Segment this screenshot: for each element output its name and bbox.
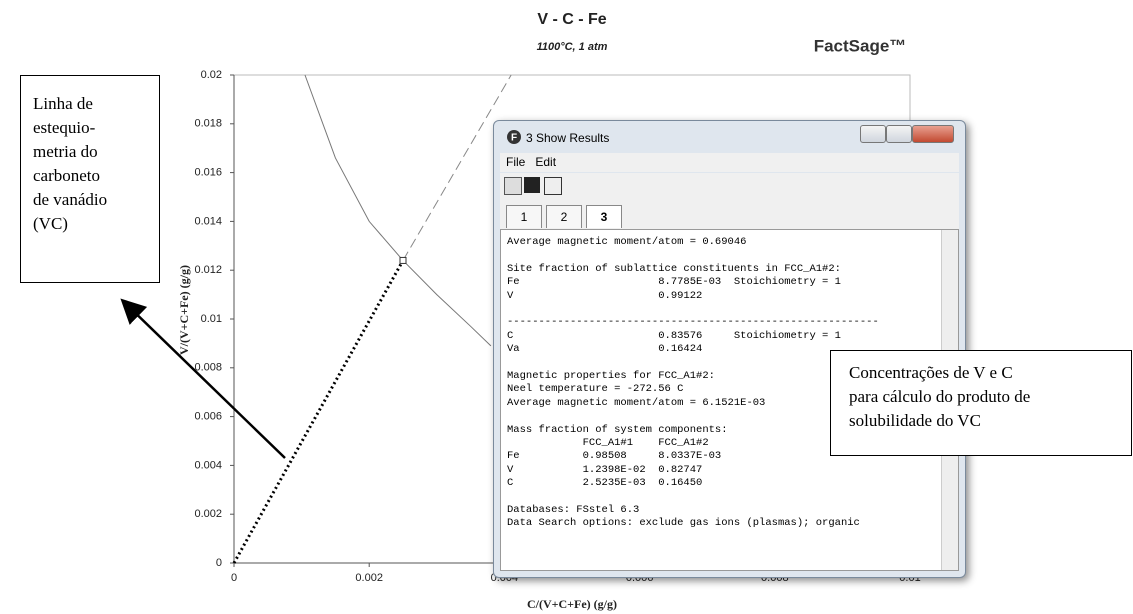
x-tick-label: 0 [231, 572, 237, 584]
text-lines: Average magnetic moment/atom = 0.69046 Si… [507, 236, 879, 544]
text-block: Site fraction of sublattice constituents… [507, 263, 879, 303]
text-line: Va 0.16424 [507, 343, 879, 356]
text-line: V 0.99122 [507, 290, 879, 303]
text-line: Fe 0.98508 8.0337E-03 [507, 450, 879, 463]
logo: FactSage™ [814, 36, 907, 55]
arrow [124, 302, 285, 458]
text-line: ----------------------------------------… [507, 316, 879, 329]
line-series [234, 260, 403, 563]
minimize-button[interactable] [860, 125, 886, 143]
annotation-line: de vanádio [33, 188, 159, 212]
y-tick-label: 0.018 [194, 118, 222, 130]
text-line: Fe 8.7785E-03 Stoichiometry = 1 [507, 276, 879, 289]
text-line: Average magnetic moment/atom = 0.69046 [507, 236, 879, 249]
chart-title: V - C - Fe [537, 11, 606, 28]
svg-text:F: F [511, 133, 517, 144]
text-line: Mass fraction of system components: [507, 424, 879, 437]
annotation-line: Linha de [33, 92, 159, 116]
y-tick-label: 0.016 [194, 167, 222, 179]
text-line: FCC_A1#1 FCC_A1#2 [507, 437, 879, 450]
close-button[interactable] [912, 125, 954, 143]
save-button[interactable] [524, 177, 540, 193]
intersection-marker [400, 257, 406, 263]
text-block: Mass fraction of system components: FCC_… [507, 424, 879, 491]
menu-item[interactable]: File [506, 155, 525, 169]
annotation-line: metria do [33, 140, 159, 164]
print-button[interactable] [544, 177, 562, 195]
menu-item[interactable]: Edit [535, 155, 556, 169]
window-title: 3 Show Results [526, 131, 609, 145]
x-axis-label: C/(V+C+Fe) (g/g) [527, 597, 617, 611]
tab[interactable]: 1 [506, 205, 542, 228]
x-tick-label: 0.002 [355, 572, 383, 584]
maximize-button[interactable] [886, 125, 912, 143]
text-line: V 1.2398E-02 0.82747 [507, 464, 879, 477]
text-line: C 2.5235E-03 0.16450 [507, 477, 879, 490]
y-tick-label: 0.004 [194, 459, 222, 471]
annotation-line: carboneto [33, 164, 159, 188]
y-tick-label: 0.008 [194, 362, 222, 374]
y-tick-label: 0.014 [194, 215, 222, 227]
text-line: Average magnetic moment/atom = 6.1521E-0… [507, 397, 879, 410]
text-block: Average magnetic moment/atom = 0.69046 [507, 236, 879, 249]
y-tick-label: 0.02 [201, 69, 222, 81]
tab[interactable]: 3 [586, 205, 622, 228]
y-tick-label: 0.002 [194, 508, 222, 520]
y-tick-label: 0.01 [201, 313, 222, 325]
y-axis-label: V/(V+C+Fe) (g/g) [177, 265, 191, 355]
tool-button[interactable] [504, 177, 522, 195]
annotation-line: estequio- [33, 116, 159, 140]
text-line: Data Search options: exclude gas ions (p… [507, 517, 879, 530]
annotation-line: Concentrações de V e C [849, 361, 1131, 385]
text-line: Magnetic properties for FCC_A1#2: [507, 370, 879, 383]
text-line: Databases: FSstel 6.3 [507, 504, 879, 517]
y-tick-label: 0.006 [194, 411, 222, 423]
annotation-line: solubilidade do VC [849, 409, 1131, 433]
text-line: Site fraction of sublattice constituents… [507, 263, 879, 276]
y-tick-label: 0 [216, 557, 222, 569]
text-block: Magnetic properties for FCC_A1#2:Neel te… [507, 370, 879, 410]
app-icon: F [506, 129, 522, 145]
chart-subtitle: 1100°C, 1 atm [537, 41, 608, 53]
text-line: Neel temperature = -272.56 C [507, 383, 879, 396]
text-block: ----------------------------------------… [507, 316, 879, 356]
tab[interactable]: 2 [546, 205, 582, 228]
text-line: C 0.83576 Stoichiometry = 1 [507, 330, 879, 343]
annotation-line: (VC) [33, 212, 159, 236]
line-series [305, 75, 491, 346]
toolbar [500, 173, 959, 199]
annotation-line: para cálculo do produto de [849, 385, 1131, 409]
page: V - C - Fe 1100°C, 1 atm FactSage™ C/(V+… [0, 0, 1133, 614]
menu-bar: File Edit [500, 153, 959, 172]
y-tick-label: 0.012 [194, 264, 222, 276]
